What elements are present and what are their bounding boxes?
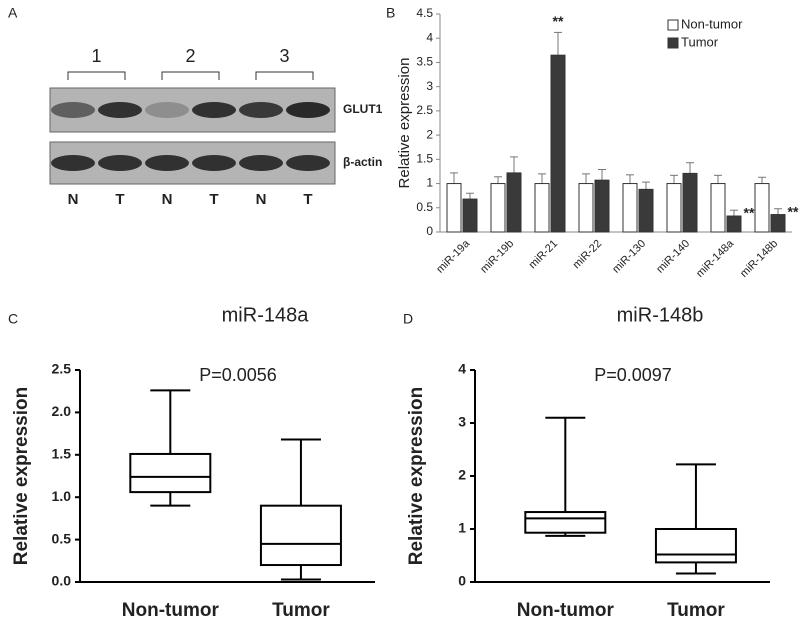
bar xyxy=(490,183,506,233)
bar xyxy=(770,214,786,233)
band xyxy=(98,102,142,118)
significance-label: ** xyxy=(553,13,564,29)
band xyxy=(192,102,236,118)
chart-title: miR-148b xyxy=(617,304,704,326)
lane-label: N xyxy=(162,191,173,208)
y-tick-label: 1 xyxy=(426,176,433,190)
y-tick-label: 2.5 xyxy=(52,361,72,377)
y-tick-label: 2 xyxy=(458,467,466,483)
row-label: GLUT1 xyxy=(343,102,383,116)
group-label: 3 xyxy=(279,46,289,66)
bar xyxy=(682,172,698,233)
y-tick-label: 1 xyxy=(458,520,466,536)
x-tick-label: miR-140 xyxy=(654,238,692,276)
panel-label: C xyxy=(8,311,18,327)
band xyxy=(239,102,283,118)
band xyxy=(51,155,95,171)
lane-label: T xyxy=(303,191,312,208)
bracket xyxy=(161,71,220,80)
y-tick-label: 0.0 xyxy=(52,573,72,589)
x-tick-label: miR-19a xyxy=(434,237,473,276)
x-tick-label: Tumor xyxy=(667,600,725,621)
y-tick-label: 0.5 xyxy=(416,200,433,214)
x-tick-label: miR-21 xyxy=(527,238,561,272)
y-tick-label: 1.5 xyxy=(52,446,72,462)
bar xyxy=(534,183,550,233)
lane-label: T xyxy=(209,191,218,208)
x-tick-label: Non-tumor xyxy=(122,600,220,621)
lane-label: N xyxy=(68,191,79,208)
y-axis-label: Relative expression xyxy=(11,387,32,565)
bar xyxy=(506,172,522,233)
y-axis-label: Relative expression xyxy=(396,58,413,189)
box xyxy=(259,504,342,567)
x-tick-label: miR-148b xyxy=(738,238,780,280)
band xyxy=(145,155,189,171)
y-tick-label: 1.0 xyxy=(52,488,72,504)
x-tick-label: Non-tumor xyxy=(517,600,615,621)
row-label: β-actin xyxy=(343,155,382,169)
annotation: P=0.0097 xyxy=(594,365,672,385)
x-tick-label: miR-19b xyxy=(478,238,516,276)
group-label: 2 xyxy=(185,46,195,66)
y-tick-label: 0.5 xyxy=(52,530,72,546)
box xyxy=(524,511,607,534)
bar xyxy=(726,215,742,233)
bracket xyxy=(255,71,314,80)
bar xyxy=(710,183,726,233)
bar xyxy=(462,198,478,233)
y-tick-label: 2.5 xyxy=(416,103,433,117)
bar xyxy=(594,179,610,233)
band xyxy=(239,155,283,171)
y-tick-label: 2 xyxy=(426,127,433,141)
significance-label: ** xyxy=(788,203,799,219)
bar xyxy=(638,188,654,233)
y-tick-label: 2.0 xyxy=(52,403,72,419)
bar xyxy=(446,183,462,233)
y-tick-label: 3.5 xyxy=(416,55,433,69)
y-tick-label: 4 xyxy=(458,361,466,377)
bar xyxy=(622,183,638,233)
group-label: 1 xyxy=(91,46,101,66)
legend-swatch xyxy=(667,37,679,49)
annotation: P=0.0056 xyxy=(199,365,277,385)
band xyxy=(51,102,95,118)
band xyxy=(98,155,142,171)
panel-label: A xyxy=(8,5,18,21)
x-tick-label: Tumor xyxy=(272,600,330,621)
bracket xyxy=(67,71,126,80)
legend-swatch xyxy=(667,19,679,31)
bar xyxy=(666,183,682,233)
x-tick-label: miR-22 xyxy=(571,238,605,272)
band xyxy=(145,102,189,118)
y-tick-label: 4.5 xyxy=(416,6,433,20)
lane-label: N xyxy=(256,191,267,208)
y-tick-label: 1.5 xyxy=(416,152,433,166)
chart-title: miR-148a xyxy=(222,304,310,326)
y-axis-label: Relative expression xyxy=(406,387,427,565)
bar xyxy=(550,54,566,233)
box xyxy=(654,528,737,564)
x-tick-label: miR-148a xyxy=(694,237,737,280)
band xyxy=(192,155,236,171)
significance-label: ** xyxy=(744,205,755,221)
y-tick-label: 0 xyxy=(458,573,466,589)
bar xyxy=(754,183,770,233)
legend-label: Non-tumor xyxy=(681,16,743,31)
panel-label: D xyxy=(403,311,413,327)
y-tick-label: 4 xyxy=(426,30,433,44)
y-tick-label: 0 xyxy=(426,224,433,238)
legend-label: Tumor xyxy=(681,34,719,49)
band xyxy=(286,102,330,118)
x-tick-label: miR-130 xyxy=(610,238,648,276)
y-tick-label: 3 xyxy=(458,414,466,430)
panel-label: B xyxy=(386,5,395,21)
y-tick-label: 3 xyxy=(426,79,433,93)
box xyxy=(129,452,212,494)
lane-label: T xyxy=(115,191,124,208)
band xyxy=(286,155,330,171)
bar xyxy=(578,183,594,233)
